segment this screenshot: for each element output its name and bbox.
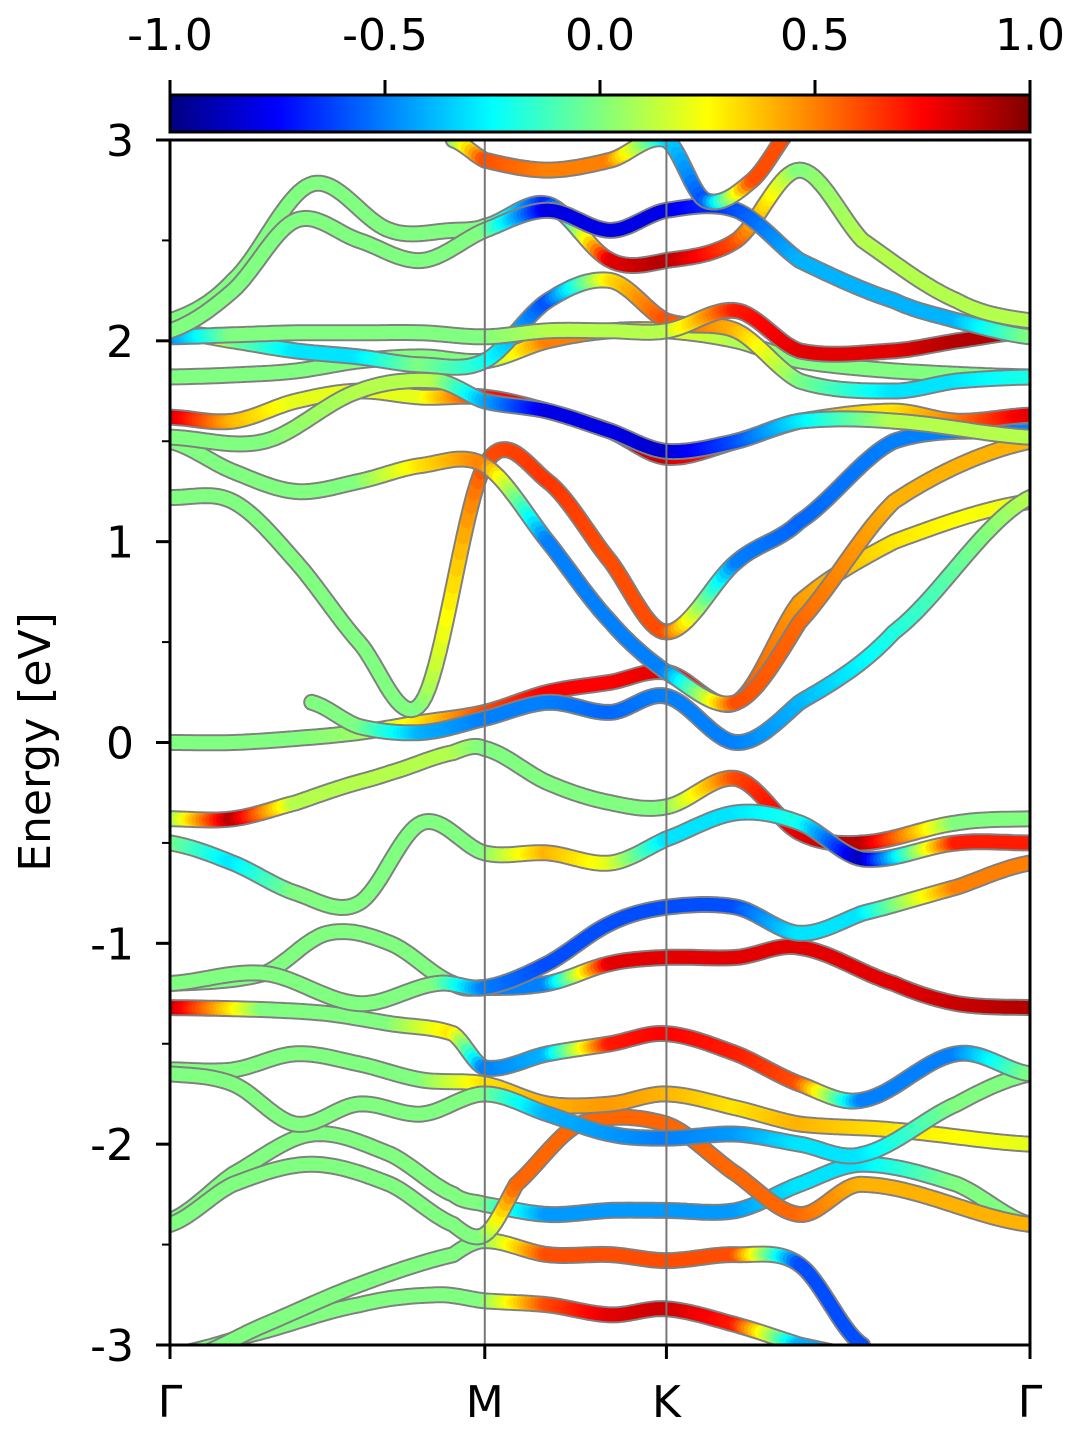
colorbar-tick-label: -1.0 — [127, 10, 213, 61]
band-segment — [929, 1371, 933, 1372]
band-segment — [946, 1374, 950, 1375]
bands — [170, 140, 1030, 1383]
band-segment — [936, 1372, 940, 1373]
band-segment — [184, 1360, 188, 1361]
band-segment — [202, 1353, 206, 1355]
colorbar-tick-label: 0.5 — [780, 10, 850, 61]
band-segment — [205, 1352, 209, 1354]
band-segment — [911, 1368, 915, 1369]
band-segment — [901, 1366, 904, 1367]
band-segment — [943, 1373, 947, 1374]
band-segment — [904, 1367, 908, 1368]
band-segment — [803, 1340, 820, 1345]
band-segment — [992, 1381, 996, 1382]
band-segment — [960, 1376, 964, 1377]
colorbar-tick-label: -0.5 — [342, 10, 428, 61]
band-segment — [859, 1358, 863, 1359]
band-segment — [174, 1354, 178, 1355]
band-segment — [964, 1377, 968, 1378]
band — [170, 803, 1030, 916]
band-segment — [995, 1381, 999, 1382]
band-segment — [918, 1369, 922, 1370]
band-segment — [838, 1353, 842, 1354]
band — [170, 1108, 1030, 1246]
band-segment — [196, 1341, 211, 1345]
band-segment — [894, 1365, 898, 1366]
band-segment — [876, 1361, 880, 1362]
band-segment — [922, 1370, 926, 1371]
band-segment — [807, 1341, 822, 1345]
band — [170, 422, 1030, 719]
band-segment — [819, 1343, 830, 1345]
band-segment — [184, 1352, 188, 1353]
band-segment — [198, 1355, 202, 1356]
band-segment — [174, 1363, 178, 1364]
band-segment — [890, 1364, 894, 1365]
band-segment — [862, 1358, 866, 1359]
band-segment — [815, 1342, 828, 1345]
band-segment — [978, 1379, 982, 1380]
band-segment — [974, 1378, 978, 1379]
band-segment — [1002, 1382, 1006, 1383]
band-segment — [170, 1364, 174, 1365]
colorbar-tick-label: 0.0 — [565, 10, 635, 61]
band-segment — [939, 1373, 943, 1374]
band-segment — [971, 1378, 975, 1379]
band-segment — [199, 1340, 215, 1345]
band-segment — [811, 1342, 825, 1345]
band — [170, 923, 1030, 1017]
band — [170, 737, 1030, 853]
band-segment — [841, 1354, 845, 1355]
band-segment — [925, 1370, 929, 1371]
band — [170, 1125, 1030, 1233]
band-segment — [188, 1359, 192, 1360]
band-segment — [880, 1362, 884, 1363]
band-segment — [195, 1356, 199, 1357]
band-segment — [177, 1362, 181, 1363]
colorbar-gradient — [168, 93, 1032, 134]
band-segment — [834, 1352, 838, 1353]
band-segment — [957, 1376, 961, 1377]
colorbar-ticks: -1.0 -0.5 0.0 0.5 1.0 — [127, 10, 1065, 95]
band-segment — [824, 1344, 831, 1345]
band-segment — [897, 1366, 901, 1367]
band-segment — [191, 1358, 195, 1359]
band-segment — [866, 1359, 870, 1360]
band-segment — [953, 1375, 957, 1376]
band-segment — [869, 1360, 873, 1361]
band-segment — [908, 1367, 912, 1368]
band-segment — [855, 1357, 859, 1358]
band-segment — [177, 1353, 181, 1354]
band-segment — [191, 1343, 203, 1345]
band-segment — [873, 1361, 877, 1362]
band-segment — [181, 1353, 185, 1354]
band-segment — [181, 1361, 185, 1362]
band — [170, 999, 1030, 1110]
band — [170, 1065, 1030, 1165]
band-segment — [967, 1377, 971, 1378]
band-segment — [193, 1342, 207, 1345]
band-segment — [848, 1355, 852, 1356]
band-segment — [189, 1344, 198, 1345]
band-segment — [981, 1379, 985, 1380]
band-segment — [831, 1352, 835, 1353]
band-segment — [915, 1368, 919, 1369]
band-segment — [887, 1364, 891, 1365]
colorbar: -1.0 -0.5 0.0 0.5 1.0 — [127, 10, 1065, 134]
colorbar-tick-label: 1.0 — [995, 10, 1065, 61]
band-segment — [852, 1356, 856, 1357]
band-segment — [932, 1371, 936, 1372]
band-segment — [950, 1374, 954, 1375]
band-segment — [207, 1341, 222, 1345]
band-segment — [207, 1343, 217, 1345]
band-segment — [985, 1380, 988, 1381]
band — [170, 854, 1030, 1013]
band-segment — [845, 1355, 849, 1356]
band-segment — [799, 1339, 816, 1345]
band-segment — [190, 1344, 192, 1345]
band-segment — [883, 1363, 887, 1364]
band-segment — [209, 1340, 226, 1345]
